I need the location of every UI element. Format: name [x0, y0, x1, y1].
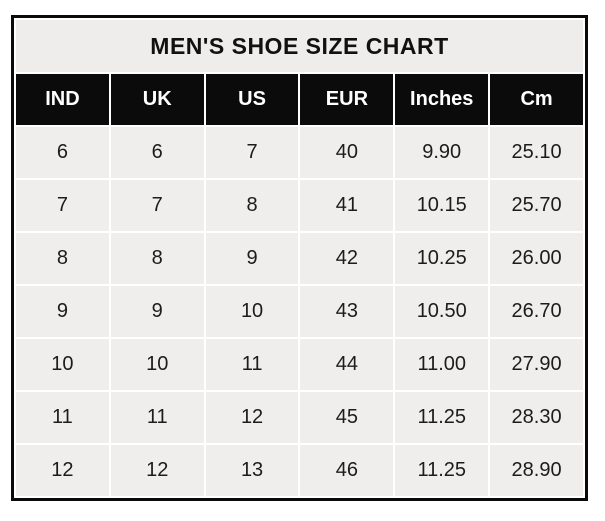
- size-cell: 10: [205, 286, 299, 337]
- size-cell: 40: [300, 127, 394, 178]
- size-cell: 12: [205, 392, 299, 443]
- size-cell: 6: [16, 127, 109, 178]
- size-cell: 42: [300, 233, 394, 284]
- header-row: IND UK US EUR Inches Cm: [16, 74, 583, 125]
- shoe-size-chart: MEN'S SHOE SIZE CHART IND UK US EUR Inch…: [11, 15, 588, 501]
- size-cell: 7: [205, 127, 299, 178]
- size-cell: 9: [205, 233, 299, 284]
- column-header-cm: Cm: [490, 74, 583, 125]
- table-row: 10 10 11 44 11.00 27.90: [16, 339, 583, 390]
- shoe-size-chart-table: MEN'S SHOE SIZE CHART IND UK US EUR Inch…: [11, 15, 588, 501]
- table-row: 11 11 12 45 11.25 28.30: [16, 392, 583, 443]
- size-cell: 8: [205, 180, 299, 231]
- size-cell: 9.90: [395, 127, 489, 178]
- size-cell: 43: [300, 286, 394, 337]
- column-header-ind: IND: [16, 74, 109, 125]
- column-header-us: US: [205, 74, 299, 125]
- size-cell: 28.90: [490, 445, 583, 496]
- size-cell: 12: [110, 445, 204, 496]
- size-cell: 45: [300, 392, 394, 443]
- size-cell: 11.25: [395, 445, 489, 496]
- size-cell: 41: [300, 180, 394, 231]
- size-cell: 10: [110, 339, 204, 390]
- size-cell: 26.00: [490, 233, 583, 284]
- table-row: 12 12 13 46 11.25 28.90: [16, 445, 583, 496]
- size-cell: 11: [205, 339, 299, 390]
- table-row: 6 6 7 40 9.90 25.10: [16, 127, 583, 178]
- size-cell: 10.50: [395, 286, 489, 337]
- title-row: MEN'S SHOE SIZE CHART: [16, 20, 583, 72]
- size-cell: 11: [16, 392, 109, 443]
- size-cell: 27.90: [490, 339, 583, 390]
- table-row: 8 8 9 42 10.25 26.00: [16, 233, 583, 284]
- size-cell: 7: [110, 180, 204, 231]
- size-cell: 10.25: [395, 233, 489, 284]
- size-cell: 28.30: [490, 392, 583, 443]
- size-cell: 8: [110, 233, 204, 284]
- size-cell: 10: [16, 339, 109, 390]
- size-cell: 10.15: [395, 180, 489, 231]
- size-cell: 25.70: [490, 180, 583, 231]
- size-cell: 11.00: [395, 339, 489, 390]
- size-cell: 12: [16, 445, 109, 496]
- size-cell: 9: [16, 286, 109, 337]
- size-cell: 11: [110, 392, 204, 443]
- size-cell: 44: [300, 339, 394, 390]
- size-cell: 26.70: [490, 286, 583, 337]
- table-row: 7 7 8 41 10.15 25.70: [16, 180, 583, 231]
- size-cell: 6: [110, 127, 204, 178]
- size-cell: 13: [205, 445, 299, 496]
- column-header-inches: Inches: [395, 74, 489, 125]
- size-cell: 46: [300, 445, 394, 496]
- chart-title: MEN'S SHOE SIZE CHART: [16, 20, 583, 72]
- table-row: 9 9 10 43 10.50 26.70: [16, 286, 583, 337]
- size-cell: 25.10: [490, 127, 583, 178]
- size-cell: 11.25: [395, 392, 489, 443]
- size-cell: 8: [16, 233, 109, 284]
- size-cell: 7: [16, 180, 109, 231]
- column-header-uk: UK: [110, 74, 204, 125]
- column-header-eur: EUR: [300, 74, 394, 125]
- size-cell: 9: [110, 286, 204, 337]
